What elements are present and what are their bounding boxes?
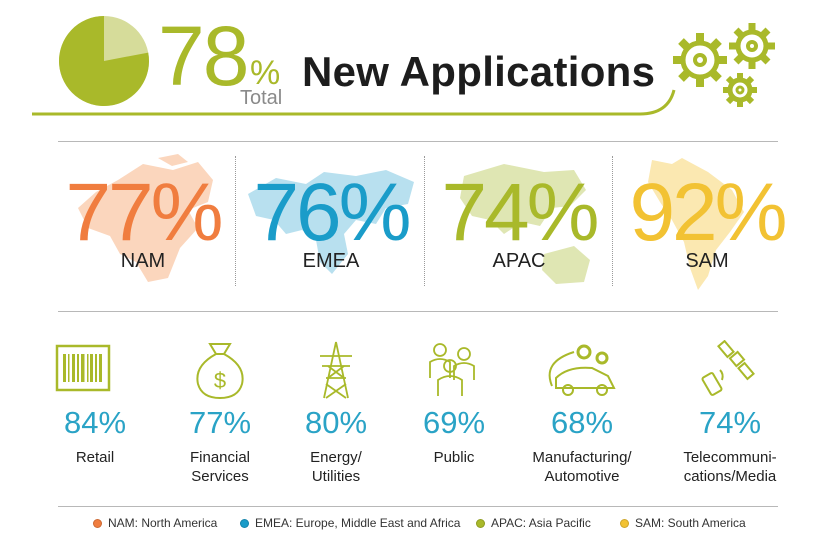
industry-label-line1: Public: [433, 449, 475, 466]
industry-value: 84%: [63, 405, 127, 440]
region-value: 92%: [629, 167, 787, 258]
industry-financial-services: $ 77% Financial Services: [150, 340, 290, 500]
industry-label: Public: [384, 448, 524, 467]
legend-label: NAM: North America: [108, 516, 218, 530]
divider-middle: [58, 311, 778, 312]
legend-dot: [620, 518, 629, 528]
industry-label-line1: Retail: [75, 449, 115, 466]
industry-manufacturing-automotive: 68% Manufacturing/ Automotive: [512, 340, 652, 500]
region-apac: 74% APAC: [424, 150, 614, 300]
industry-value: 77%: [188, 405, 252, 440]
industry-retail: 84% Retail: [25, 340, 165, 500]
legend-dot: [93, 518, 102, 528]
world-map-icon: [248, 170, 414, 274]
region-name: NAM: [120, 250, 166, 272]
total-label: Total: [240, 87, 283, 109]
south-america-map-icon: [648, 158, 744, 290]
legend-label: EMEA: Europe, Middle East and Africa: [255, 516, 461, 530]
header-underline: [32, 89, 676, 116]
industry-label: Energy/ Utilities: [266, 448, 406, 486]
barcode-icon: [55, 344, 111, 392]
industry-label: Manufacturing/ Automotive: [512, 448, 652, 486]
industry-label-line2: Utilities: [311, 468, 361, 485]
legend-item-sam: SAM: South America: [620, 516, 746, 530]
region-value: 74%: [441, 167, 599, 258]
satellite-phone-icon: [701, 340, 755, 396]
industry-label-line2: cations/Media: [683, 468, 777, 485]
header-graphic: [32, 16, 775, 116]
industry-value: 80%: [304, 405, 368, 440]
region-separator: [424, 156, 425, 286]
power-tower-icon: [320, 341, 352, 399]
industry-telecommunications-media: 74% Telecommuni- cations/Media: [660, 340, 800, 500]
region-separator: [612, 156, 613, 286]
industry-label-line1: Financial: [189, 449, 251, 466]
region-name: EMEA: [302, 250, 360, 272]
industry-value: 69%: [422, 405, 486, 440]
north-america-map-icon: [78, 154, 213, 282]
industry-label: Telecommuni- cations/Media: [660, 448, 800, 486]
industry-energy-utilities: 80% Energy/ Utilities: [266, 340, 406, 500]
region-value: 76%: [253, 167, 411, 258]
industry-label-line1: Telecommuni-: [683, 449, 777, 466]
total-percent-value: 78: [158, 9, 249, 103]
industry-label-line2: Automotive: [544, 468, 620, 485]
region-nam: 77% NAM: [48, 150, 238, 300]
gears-icon: [673, 23, 775, 107]
region-name: APAC: [492, 250, 546, 272]
divider-top: [58, 141, 778, 142]
industry-label: Retail: [25, 448, 165, 467]
legend-item-apac: APAC: Asia Pacific: [476, 516, 591, 530]
total-pie-chart: [59, 16, 149, 107]
pie-value-slice: [59, 16, 149, 107]
legend-label: APAC: Asia Pacific: [491, 516, 591, 530]
region-value: 77%: [65, 167, 223, 258]
region-emea: 76% EMEA: [236, 150, 426, 300]
legend-dot: [476, 518, 485, 528]
page-title: New Applications: [302, 48, 656, 95]
region-separator: [235, 156, 236, 286]
industry-label-line2: Services: [191, 468, 249, 485]
industry-value: 74%: [698, 405, 762, 440]
region-name: SAM: [685, 250, 729, 272]
money-bag-icon: $: [196, 343, 244, 400]
legend-dot: [240, 518, 249, 528]
asia-pacific-map-icon: [460, 164, 590, 284]
region-sam: 92% SAM: [612, 150, 802, 300]
legend-item-nam: NAM: North America: [93, 516, 217, 530]
people-icon: [429, 343, 475, 396]
car-gears-icon: [548, 344, 616, 396]
divider-bottom: [58, 506, 778, 507]
industry-label-line1: Manufacturing/: [532, 449, 632, 466]
total-percent-sign: %: [250, 54, 281, 92]
legend-label: SAM: South America: [635, 516, 746, 530]
industry-label: Financial Services: [150, 448, 290, 486]
industry-value: 68%: [550, 405, 614, 440]
svg-text:$: $: [214, 368, 226, 393]
industry-label-line1: Energy/: [310, 449, 362, 466]
industry-public: 69% Public: [384, 340, 524, 500]
legend-item-emea: EMEA: Europe, Middle East and Africa: [240, 516, 460, 530]
